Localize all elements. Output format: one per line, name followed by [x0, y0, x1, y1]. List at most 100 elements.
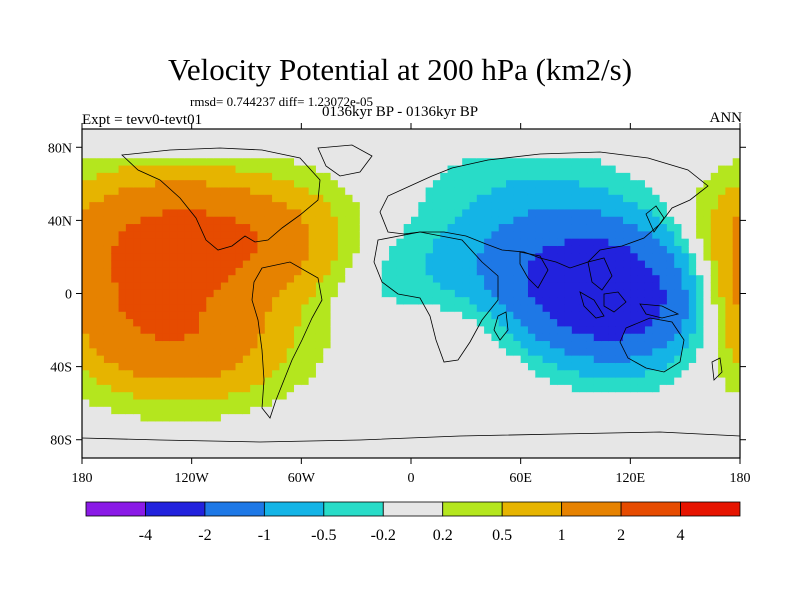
field-cell — [177, 304, 185, 313]
field-cell — [118, 216, 127, 225]
field-cell — [125, 289, 134, 298]
field-cell — [337, 450, 346, 458]
field-cell — [315, 326, 324, 335]
field-cell — [352, 384, 361, 393]
field-cell — [330, 421, 339, 430]
field-cell — [527, 187, 536, 196]
field-cell — [279, 319, 288, 327]
field-cell — [89, 187, 98, 196]
field-cell — [103, 238, 112, 247]
field-cell — [447, 355, 456, 364]
field-cell — [198, 282, 207, 291]
field-cell — [184, 377, 193, 386]
field-cell — [177, 399, 185, 408]
field-cell — [323, 172, 332, 181]
field-cell — [198, 180, 207, 189]
field-cell — [447, 304, 456, 313]
field-cell — [630, 136, 639, 145]
field-cell — [140, 253, 149, 262]
field-cell — [111, 136, 120, 145]
field-cell — [418, 238, 427, 247]
field-cell — [593, 231, 602, 240]
field-cell — [184, 282, 193, 291]
field-cell — [601, 216, 609, 225]
field-cell — [579, 297, 588, 306]
field-cell — [330, 289, 339, 298]
field-cell — [718, 245, 726, 254]
field-cell — [272, 187, 280, 196]
field-cell — [315, 172, 324, 181]
field-cell — [484, 414, 493, 423]
field-cell — [440, 187, 449, 196]
field-cell — [564, 384, 573, 393]
field-cell — [725, 172, 734, 181]
field-cell — [432, 143, 441, 152]
field-cell — [637, 253, 646, 262]
field-cell — [367, 143, 376, 152]
field-cell — [352, 158, 361, 167]
field-cell — [396, 143, 405, 152]
field-cell — [367, 253, 376, 262]
field-cell — [637, 150, 646, 159]
field-cell — [718, 436, 726, 444]
field-cell — [586, 355, 595, 364]
field-cell — [89, 421, 98, 430]
field-cell — [637, 129, 646, 137]
field-cell — [191, 231, 200, 240]
field-cell — [294, 267, 302, 276]
field-cell — [447, 392, 456, 401]
field-cell — [133, 224, 142, 232]
field-cell — [549, 136, 558, 145]
field-cell — [184, 194, 193, 203]
field-cell — [666, 267, 675, 276]
field-cell — [710, 377, 719, 386]
field-cell — [389, 421, 397, 430]
field-cell — [601, 370, 609, 379]
field-cell — [506, 297, 514, 306]
field-cell — [191, 443, 200, 452]
field-cell — [147, 143, 156, 152]
field-cell — [718, 216, 726, 225]
field-cell — [432, 267, 441, 276]
field-cell — [337, 209, 346, 218]
field-cell — [710, 216, 719, 225]
x-tick-label: 180 — [72, 471, 93, 486]
field-cell — [527, 165, 536, 174]
field-cell — [294, 333, 302, 342]
field-cell — [703, 224, 712, 232]
field-cell — [498, 231, 507, 240]
field-cell — [294, 319, 302, 327]
field-cell — [527, 202, 536, 211]
field-cell — [615, 172, 624, 181]
field-cell — [549, 355, 558, 364]
field-cell — [732, 282, 740, 291]
field-cell — [337, 362, 346, 371]
field-cell — [272, 209, 280, 218]
field-cell — [696, 297, 705, 306]
field-cell — [513, 150, 522, 159]
field-cell — [162, 129, 171, 137]
field-cell — [601, 267, 609, 276]
field-cell — [220, 443, 229, 452]
field-cell — [155, 194, 164, 203]
field-cell — [623, 129, 631, 137]
field-cell — [527, 253, 536, 262]
field-cell — [440, 421, 449, 430]
field-cell — [403, 282, 412, 291]
field-cell — [681, 297, 690, 306]
field-cell — [177, 297, 185, 306]
field-cell — [520, 362, 529, 371]
field-cell — [630, 187, 639, 196]
field-cell — [652, 377, 661, 386]
field-cell — [381, 253, 390, 262]
field-cell — [432, 289, 441, 298]
field-cell — [374, 180, 383, 189]
field-cell — [652, 275, 661, 284]
field-cell — [345, 231, 354, 240]
field-cell — [162, 202, 171, 211]
field-cell — [89, 362, 98, 371]
field-cell — [286, 311, 295, 320]
field-cell — [279, 370, 288, 379]
field-cell — [286, 348, 295, 357]
field-cell — [440, 304, 449, 313]
